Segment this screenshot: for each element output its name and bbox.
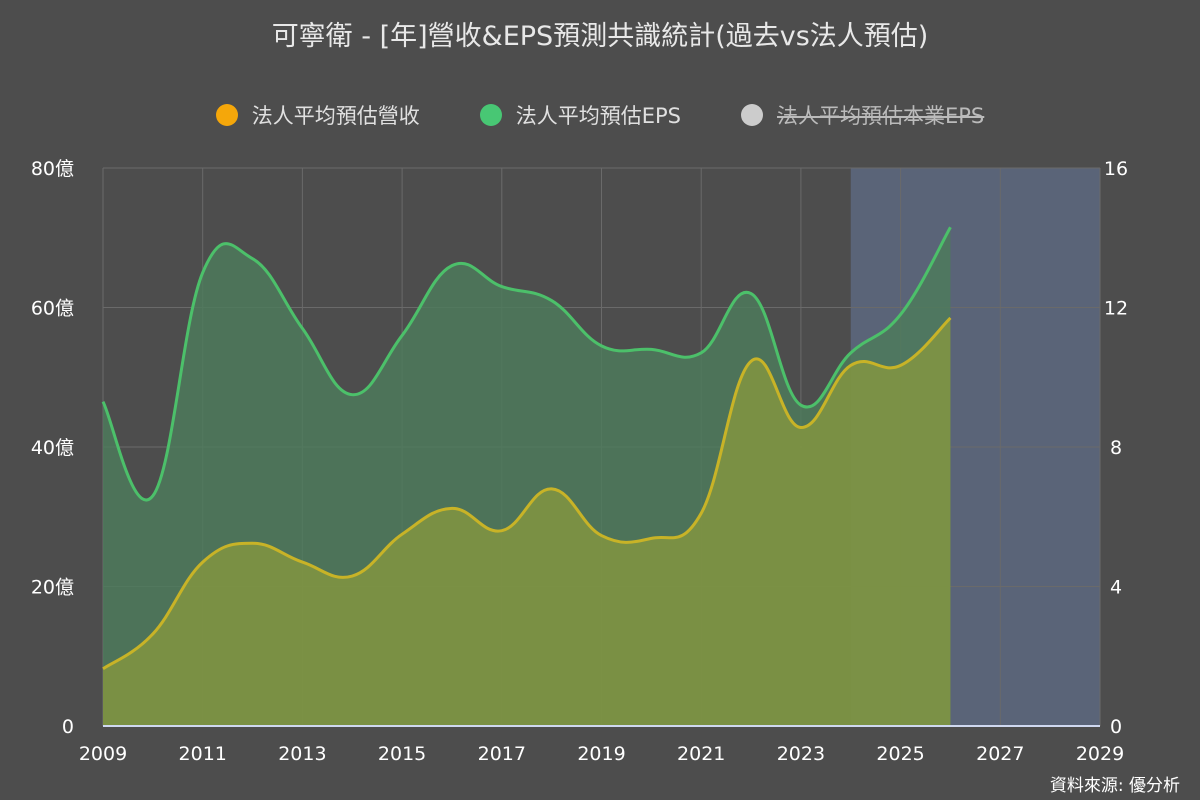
y-right-tick-label-4: 16 [1104, 158, 1128, 180]
x-tick-label-2019: 2019 [577, 743, 625, 765]
eps-point-2019 [600, 344, 604, 348]
revenue-point-2021 [699, 511, 703, 515]
x-tick-label-2009: 2009 [79, 743, 127, 765]
revenue-point-2023 [799, 425, 803, 429]
revenue-area [103, 317, 951, 726]
x-tick-label-2011: 2011 [179, 743, 227, 765]
eps-point-2012 [251, 257, 255, 261]
revenue-point-2026 [948, 316, 952, 320]
y-right-tick-label-0: 0 [1110, 716, 1122, 738]
legend-dot-revenue [215, 104, 238, 126]
x-tick-label-2021: 2021 [677, 743, 725, 765]
revenue-point-2012 [251, 541, 255, 545]
y-left-tick-label-1: 20億 [31, 577, 74, 599]
revenue-line [102, 316, 952, 671]
legend: 法人平均預估營收 法人平均預估EPS 法人平均預估本業EPS [0, 100, 1200, 130]
x-tick-label-2029: 2029 [1076, 743, 1124, 765]
revenue-point-2024 [849, 363, 853, 367]
eps-point-2025 [899, 312, 903, 316]
x-tick-label-2017: 2017 [478, 743, 526, 765]
revenue-point-2018 [550, 487, 554, 491]
y-right-tick-label-2: 8 [1110, 437, 1122, 459]
y-left-tick-label-4: 80億 [31, 158, 74, 180]
x-tick-label-2025: 2025 [876, 743, 924, 765]
revenue-point-2013 [300, 560, 304, 564]
eps-point-2013 [300, 326, 304, 330]
legend-item-revenue[interactable]: 法人平均預估營收 [215, 100, 420, 130]
eps-point-2011 [201, 271, 205, 275]
legend-dot-eps [479, 104, 502, 126]
y-left-tick-label-2: 40億 [31, 437, 74, 459]
x-tick-label-2015: 2015 [378, 743, 426, 765]
eps-line [101, 226, 952, 502]
eps-point-2026 [948, 225, 952, 229]
legend-label-eps: 法人平均預估EPS [515, 104, 681, 128]
legend-item-eps[interactable]: 法人平均預估EPS [479, 100, 681, 130]
legend-item-core-eps[interactable]: 法人平均預估本業EPS [741, 100, 984, 130]
eps-point-2023 [799, 403, 803, 407]
source-note: 資料來源: 優分析 [1049, 776, 1180, 796]
eps-point-2009 [101, 400, 105, 404]
x-tick-label-2023: 2023 [777, 743, 825, 765]
legend-label-core-eps: 法人平均預估本業EPS [777, 104, 985, 128]
eps-point-2022 [749, 292, 753, 296]
revenue-point-2010 [151, 632, 155, 636]
revenue-point-2014 [350, 574, 354, 578]
eps-point-2021 [699, 351, 703, 355]
x-tick-label-2027: 2027 [976, 743, 1024, 765]
revenue-point-2022 [749, 359, 753, 363]
y-right-tick-label-1: 4 [1110, 577, 1122, 599]
eps-point-2017 [500, 285, 504, 289]
revenue-point-2025 [899, 363, 903, 367]
legend-dot-core-eps [741, 104, 763, 126]
eps-point-2014 [350, 393, 354, 397]
revenue-point-2019 [600, 534, 604, 538]
revenue-point-2011 [201, 560, 205, 564]
eps-point-2016 [450, 264, 454, 268]
eps-point-2020 [649, 347, 653, 351]
revenue-point-2017 [500, 529, 504, 533]
y-right-tick-label-3: 12 [1104, 298, 1128, 320]
revenue-point-2020 [649, 536, 653, 540]
revenue-point-2009 [101, 667, 105, 671]
eps-point-2015 [400, 333, 404, 337]
revenue-point-2015 [400, 532, 404, 536]
eps-point-2010 [151, 494, 155, 498]
x-tick-label-2013: 2013 [278, 743, 326, 765]
eps-point-2024 [849, 351, 853, 355]
y-left-tick-label-3: 60億 [31, 298, 74, 320]
eps-point-2018 [550, 299, 554, 303]
chart-title: 可寧衛 - [年]營收&EPS預測共識統計(過去vs法人預估) [271, 21, 929, 52]
revenue-point-2016 [450, 506, 454, 510]
y-left-tick-label-0: 0 [62, 716, 74, 738]
legend-label-revenue: 法人平均預估營收 [251, 104, 420, 128]
